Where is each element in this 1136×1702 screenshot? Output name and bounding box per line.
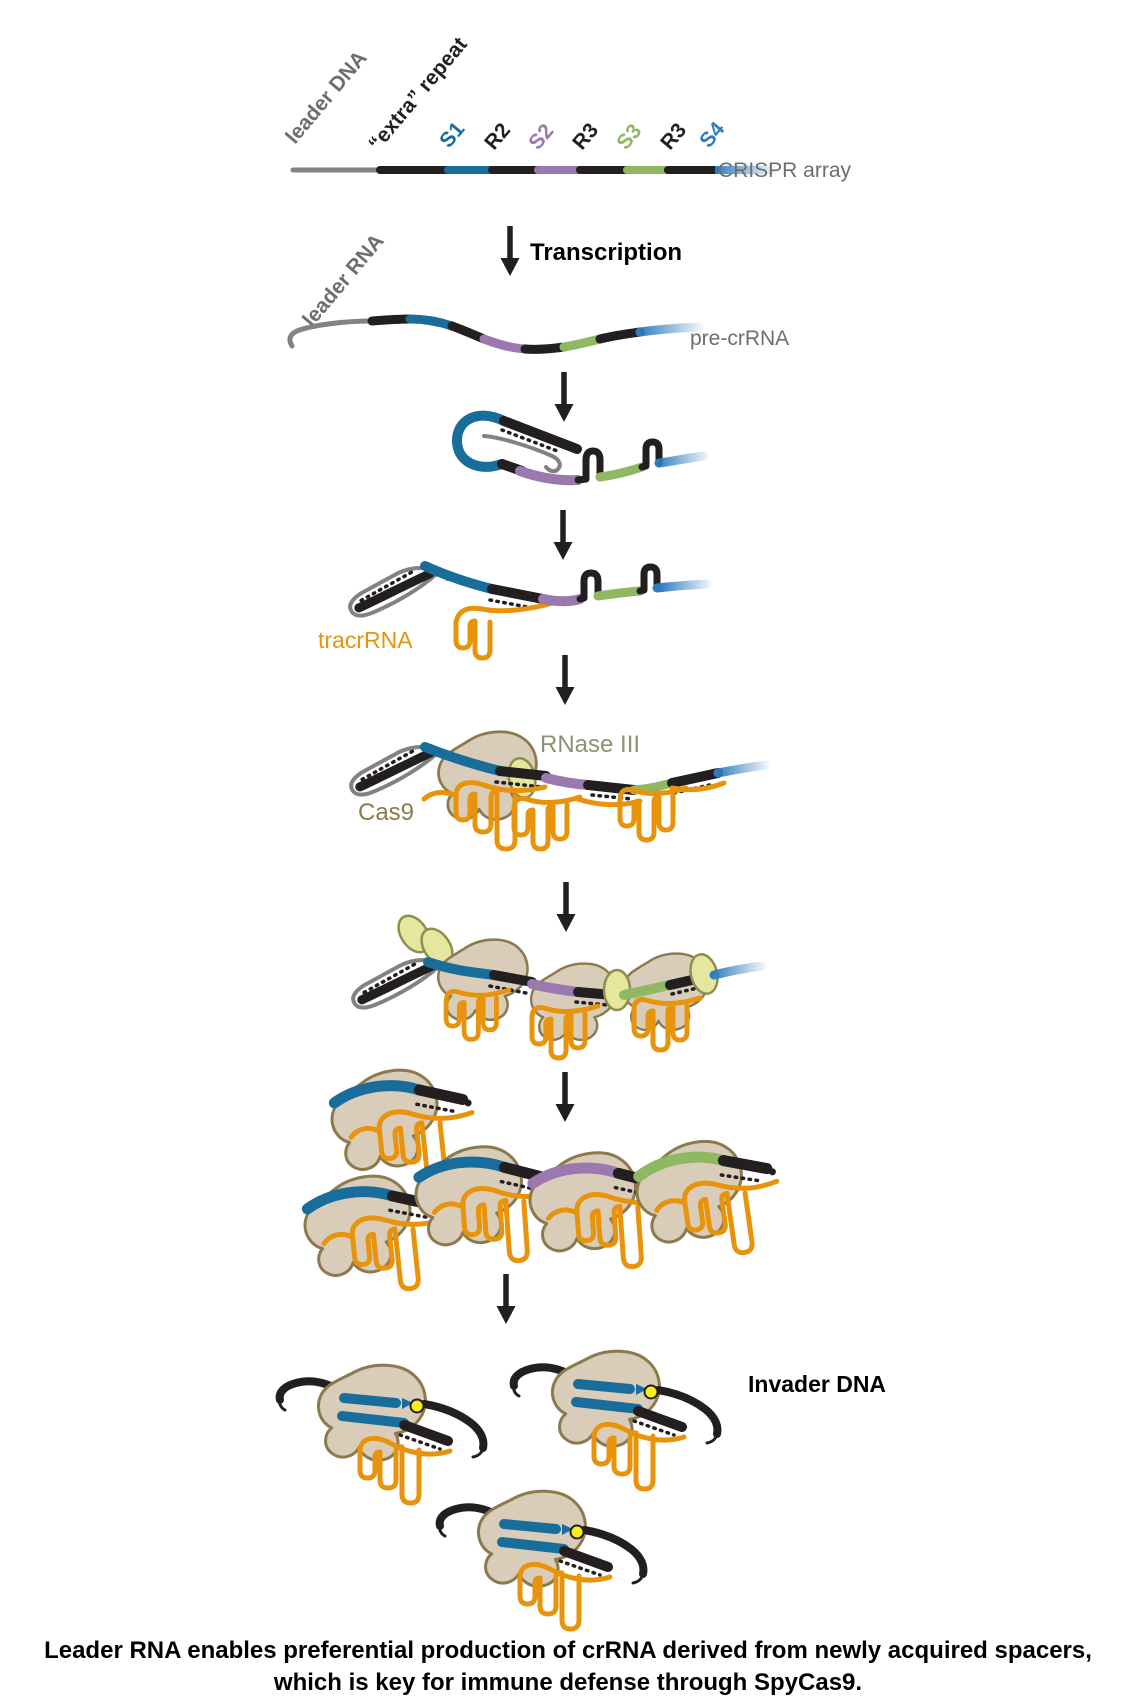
invader-dna-interference: Invader DNA [280,1346,886,1629]
step-arrow-5 [556,1072,575,1122]
caption-line-2: which is key for immune defense through … [273,1669,862,1696]
cas9-invader-dna-complex [514,1346,718,1489]
transcription-arrow-icon [501,226,520,276]
leader-dna-label: leader DNA [281,47,371,149]
crispr-array-label: CRISPR array [718,159,852,182]
tracrrna-molecule [514,797,580,849]
multi-cas9-cleavage-step [349,908,767,1058]
cas9-invader-dna-complex [440,1486,644,1629]
segment-label-r3b: R3 [656,119,691,154]
transcription-step: leader RNA Transcription [298,226,682,331]
leader-rna-hairpin [346,550,447,633]
segment-label-r3a: R3 [568,119,603,154]
new-spacer-s4-segment [715,165,776,175]
segment-label-s1: S1 [435,118,469,153]
cas9-invader-dna-complex [280,1360,484,1503]
crispr-array-diagram: leader DNA “extra” repeat S1 R2 S2 R3 S3… [281,33,851,182]
step-arrow-6 [497,1274,516,1324]
transcription-label: Transcription [530,239,682,266]
tracrrna-label: tracrRNA [318,627,413,653]
step-arrow-1 [555,372,574,422]
cas9-rnase-loading-step: RNase III Cas9 [347,729,771,852]
pre-crrna: pre-crRNA [287,314,789,354]
invader-dna-label: Invader DNA [748,1371,886,1397]
cas9-label: Cas9 [358,799,414,826]
step-arrow-3 [556,655,575,705]
folded-pre-crrna [452,410,709,486]
rnase-iii-label: RNase III [540,731,640,758]
released-cas9-crrna-complexes [301,1063,787,1299]
caption-line-1: Leader RNA enables preferential producti… [44,1637,1092,1664]
tracrrna-molecule [620,788,686,840]
segment-label-r2: R2 [480,119,515,154]
segment-label-s4: S4 [695,118,729,153]
step-arrow-2 [554,510,573,560]
cas9-crrna-complex-green [631,1132,786,1267]
pre-crrna-label: pre-crRNA [690,327,789,350]
leader-rna-label: leader RNA [298,230,388,332]
tracrrna-pairing-step: tracrRNA [318,550,712,661]
step-arrow-4 [557,882,576,932]
segment-label-s2: S2 [524,120,558,154]
segment-label-s3: S3 [612,120,646,154]
